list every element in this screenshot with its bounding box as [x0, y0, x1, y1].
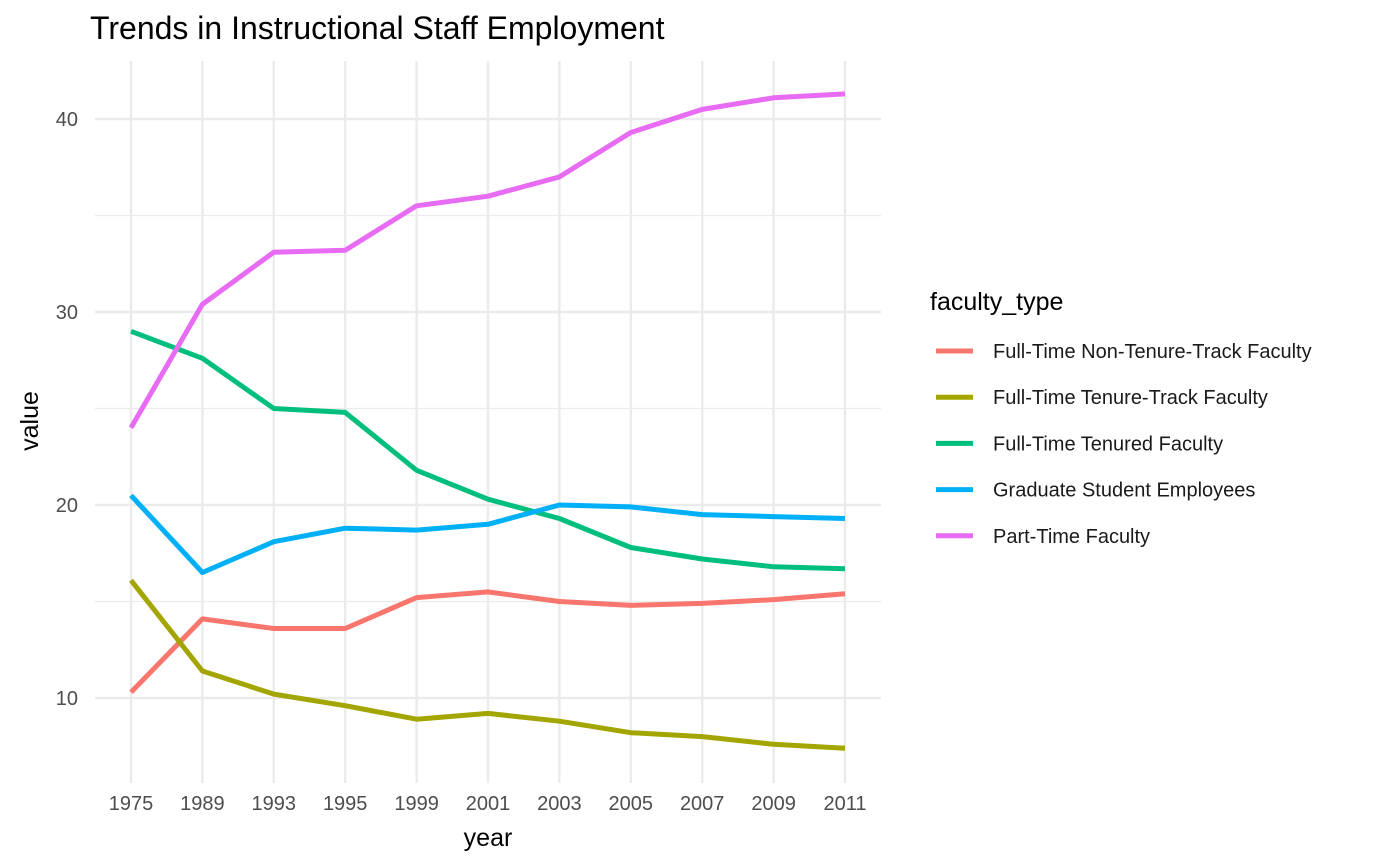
plot-grid [95, 61, 881, 783]
chart-title: Trends in Instructional Staff Employment [90, 10, 665, 46]
series-line-0 [129, 589, 846, 694]
series-line-4 [128, 91, 846, 430]
legend-label: Full-Time Tenured Faculty [993, 433, 1223, 455]
x-tick-label: 1995 [323, 793, 368, 815]
x-tick-label: 2007 [680, 793, 725, 815]
series-lines [128, 91, 846, 751]
x-tick-label: 2011 [823, 793, 866, 815]
x-tick-label: 2009 [751, 793, 796, 815]
x-tick-label: 1993 [252, 793, 297, 815]
x-tick-label: 2003 [537, 793, 582, 815]
legend-label: Full-Time Tenure-Track Faculty [993, 387, 1268, 409]
x-tick-label: 2005 [609, 793, 654, 815]
legend-label: Full-Time Non-Tenure-Track Faculty [993, 341, 1312, 363]
y-tick-label: 30 [56, 302, 78, 324]
y-tick-label: 10 [56, 688, 78, 710]
series-line-2 [130, 328, 846, 572]
y-axis-ticks: 10 20 30 40 [56, 109, 78, 710]
x-tick-label: 2001 [466, 793, 511, 815]
y-tick-label: 20 [56, 495, 78, 517]
y-axis-title: value [16, 391, 44, 451]
x-axis-title: year [464, 824, 513, 852]
legend: faculty_type Full-Time Non-Tenure-Track … [930, 288, 1312, 548]
legend-title: faculty_type [930, 288, 1063, 316]
x-axis-ticks: 1975 1989 1993 1995 1999 2001 2003 2005 2007 2009… [109, 793, 867, 815]
legend-label: Graduate Student Employees [993, 480, 1255, 502]
legend-label: Part-Time Faculty [993, 526, 1150, 548]
series-line-1 [129, 578, 846, 751]
x-tick-label: 1975 [109, 793, 154, 815]
x-tick-label: 1999 [394, 793, 439, 815]
y-tick-label: 40 [56, 109, 78, 131]
series-line-3 [129, 493, 846, 575]
x-tick-label: 1989 [180, 793, 225, 815]
